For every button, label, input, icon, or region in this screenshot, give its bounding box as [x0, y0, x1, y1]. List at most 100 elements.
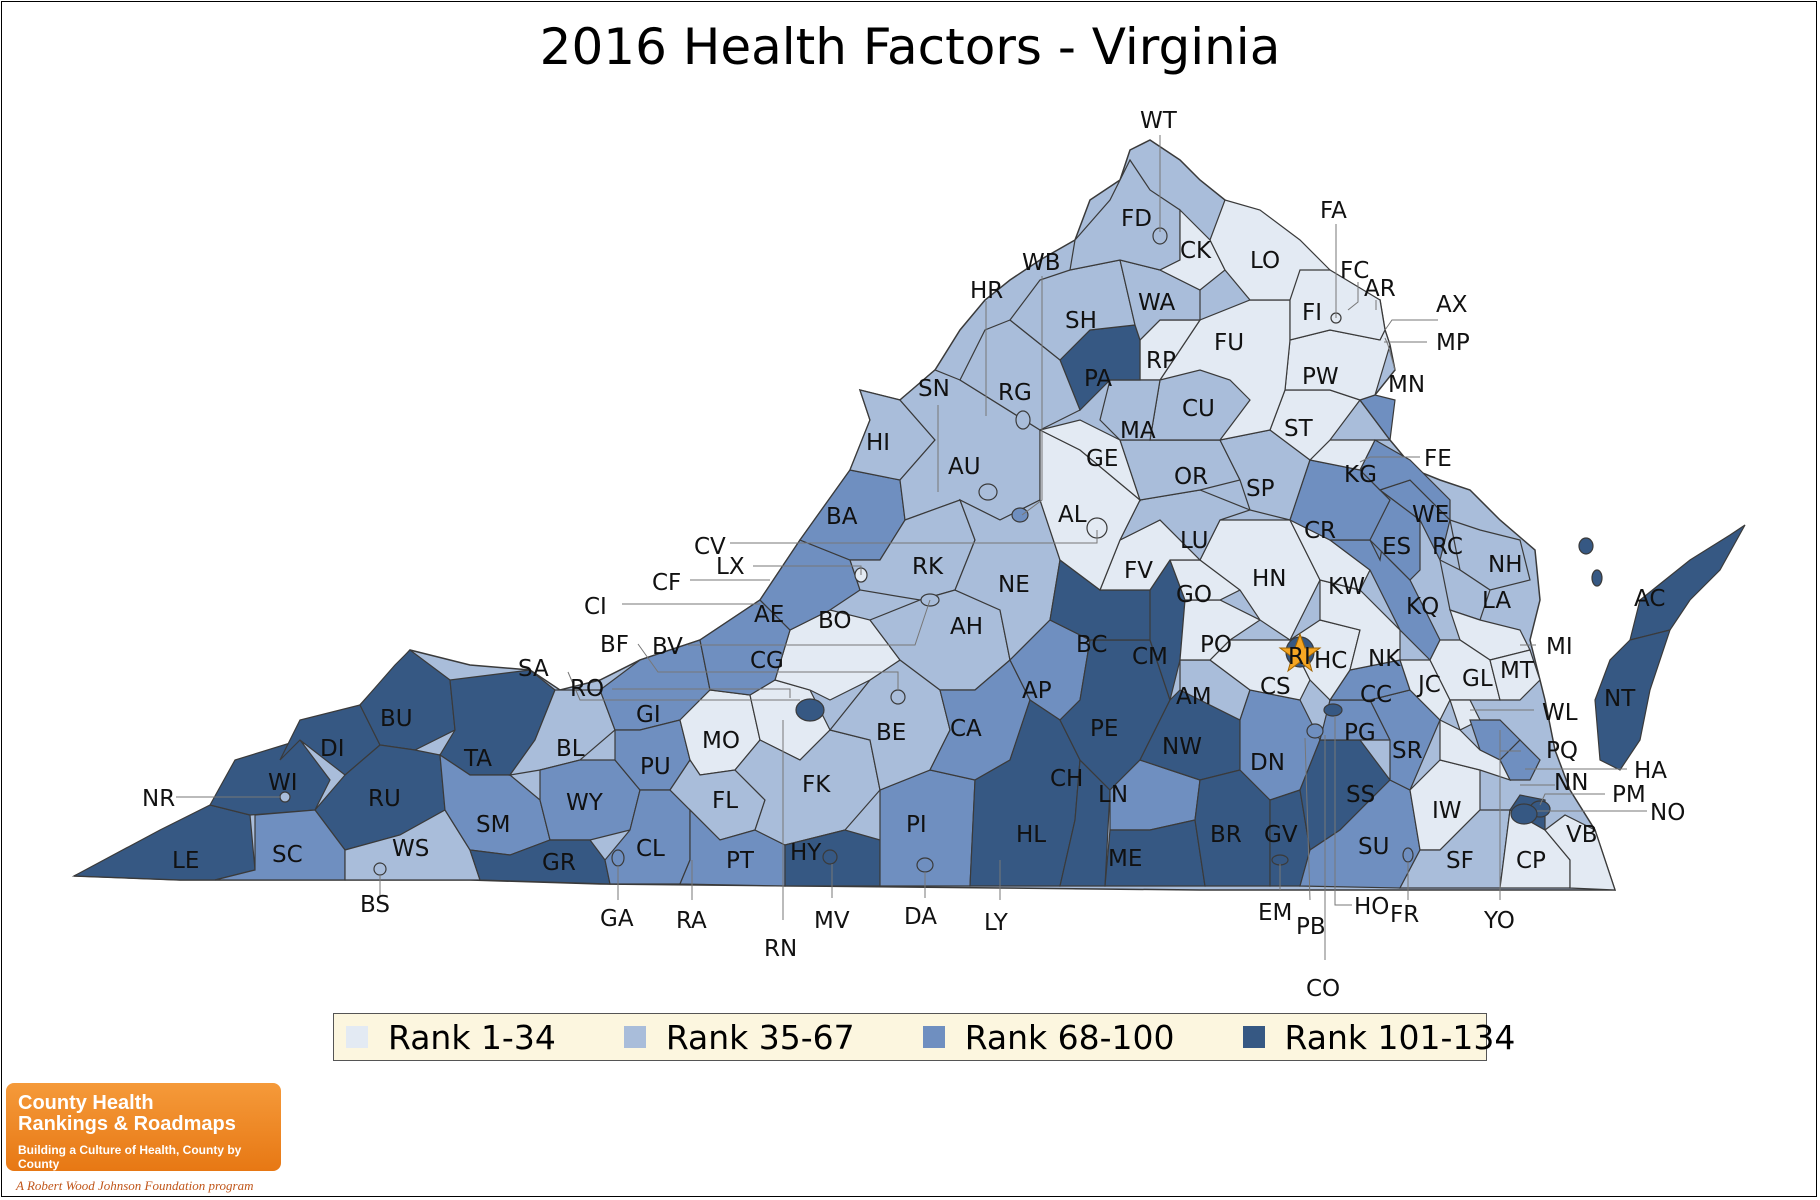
label-ME: ME — [1108, 846, 1142, 872]
city-HR[interactable] — [1015, 410, 1031, 430]
label-AC: AC — [1634, 586, 1665, 612]
label-SP: SP — [1246, 476, 1275, 502]
label-CR: CR — [1304, 518, 1336, 544]
legend-label-rank-1-34: Rank 1-34 — [388, 1017, 556, 1057]
label-FL: FL — [712, 788, 738, 814]
city-SN[interactable] — [978, 483, 998, 501]
label-BO: BO — [818, 608, 851, 634]
county-WI[interactable] — [209, 739, 331, 816]
label-RC: RC — [1432, 534, 1463, 560]
label-NR: NR — [142, 786, 175, 812]
label-HA: HA — [1634, 758, 1667, 784]
label-WI: WI — [268, 770, 298, 796]
county-shapes — [71, 158, 1746, 891]
county-AC[interactable] — [1629, 524, 1746, 641]
label-RI: RI — [1288, 644, 1311, 670]
capital-star-icon — [1278, 632, 1322, 673]
label-MN: MN — [1388, 372, 1425, 398]
label-MP: MP — [1436, 330, 1470, 356]
label-KW: KW — [1328, 574, 1365, 600]
label-MV: MV — [814, 908, 850, 934]
county-LE[interactable] — [71, 804, 256, 881]
label-BU: BU — [380, 706, 413, 732]
callout-line-ro — [612, 688, 791, 698]
label-JC: JC — [1416, 672, 1441, 698]
label-PE: PE — [1090, 716, 1118, 742]
county-LA[interactable] — [1439, 558, 1491, 621]
county-health-rankings-logo[interactable]: County Health Rankings & Roadmaps Buildi… — [6, 1083, 281, 1171]
label-LY: LY — [984, 910, 1009, 936]
label-LN: LN — [1098, 782, 1128, 808]
city-EM[interactable] — [1271, 854, 1289, 866]
island-AC[interactable] — [1578, 537, 1594, 555]
county-NN[interactable] — [1439, 719, 1512, 782]
label-FC: FC — [1340, 258, 1369, 284]
label-WE: WE — [1412, 502, 1449, 528]
city-GA[interactable] — [611, 849, 625, 867]
label-BR: BR — [1210, 822, 1242, 848]
city-BF[interactable] — [890, 689, 906, 705]
city-HO[interactable] — [1323, 703, 1343, 717]
city-RN[interactable] — [795, 698, 825, 722]
county-WE[interactable] — [1359, 439, 1451, 522]
label-SH: SH — [1065, 308, 1097, 334]
label-NW: NW — [1162, 734, 1202, 760]
label-CI: CI — [584, 594, 607, 620]
city-FR[interactable] — [1402, 847, 1414, 863]
city-BS[interactable] — [373, 862, 387, 876]
city-DA[interactable] — [916, 857, 934, 873]
city-CO[interactable] — [1306, 723, 1324, 739]
label-SA: SA — [518, 656, 549, 682]
island-AC2[interactable] — [1591, 569, 1603, 587]
label-NK: NK — [1368, 646, 1401, 672]
legend-label-rank-68-100: Rank 68-100 — [964, 1017, 1175, 1057]
county-ME[interactable] — [1104, 819, 1206, 887]
label-FE: FE — [1424, 446, 1452, 472]
city-NO[interactable] — [1510, 803, 1538, 825]
label-AX: AX — [1436, 292, 1468, 318]
county-NK[interactable] — [1319, 579, 1401, 671]
label-BA: BA — [826, 504, 858, 530]
county-GL[interactable] — [1429, 639, 1501, 701]
county-HN[interactable] — [1199, 519, 1321, 641]
label-YO: YO — [1483, 908, 1515, 934]
county-MT[interactable] — [1489, 649, 1541, 701]
label-OR: OR — [1174, 464, 1208, 490]
legend-label-rank-35-67: Rank 35-67 — [665, 1017, 855, 1057]
label-RN: RN — [764, 936, 797, 962]
legend-swatch-rank-68-100 — [922, 1026, 945, 1048]
label-LA: LA — [1482, 588, 1511, 614]
label-FK: FK — [802, 772, 831, 798]
county-VB[interactable] — [1544, 814, 1616, 891]
label-DI: DI — [320, 736, 345, 762]
label-NT: NT — [1604, 686, 1636, 712]
label-MA: MA — [1120, 418, 1156, 444]
legend-label-rank-101-134: Rank 101-134 — [1284, 1017, 1516, 1057]
legend-item-rank-35-67: Rank 35-67 — [623, 1017, 855, 1057]
label-AR: AR — [1364, 276, 1396, 302]
legend-item-rank-68-100: Rank 68-100 — [922, 1017, 1175, 1057]
city-MV[interactable] — [822, 849, 838, 865]
label-AP: AP — [1022, 678, 1052, 704]
legend-item-rank-1-34: Rank 1-34 — [346, 1018, 556, 1057]
callout-line-cv — [730, 530, 1098, 544]
label-AM: AM — [1176, 684, 1212, 710]
county-FI[interactable] — [1289, 269, 1386, 341]
label-ST: ST — [1284, 416, 1314, 442]
label-BC: BC — [1076, 632, 1107, 658]
city-WB[interactable] — [1011, 507, 1029, 523]
label-FV: FV — [1124, 558, 1153, 584]
label-KG: KG — [1344, 462, 1377, 488]
label-PG: PG — [1344, 720, 1376, 746]
label-SF: SF — [1446, 848, 1474, 874]
label-KQ: KQ — [1406, 594, 1439, 620]
label-CF: CF — [652, 570, 681, 596]
label-NO: NO — [1650, 800, 1685, 826]
callout-line-ax — [1384, 319, 1438, 331]
county-NT[interactable] — [1594, 629, 1671, 771]
label-PQ: PQ — [1546, 738, 1578, 764]
label-BS: BS — [360, 892, 390, 918]
label-MI: MI — [1546, 634, 1573, 660]
label-HR: HR — [970, 278, 1003, 304]
label-CS: CS — [1260, 674, 1291, 700]
